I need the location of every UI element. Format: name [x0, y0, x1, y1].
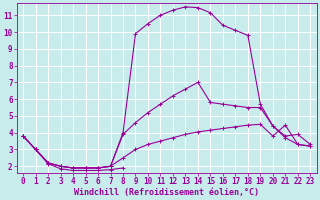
X-axis label: Windchill (Refroidissement éolien,°C): Windchill (Refroidissement éolien,°C) — [74, 188, 259, 197]
